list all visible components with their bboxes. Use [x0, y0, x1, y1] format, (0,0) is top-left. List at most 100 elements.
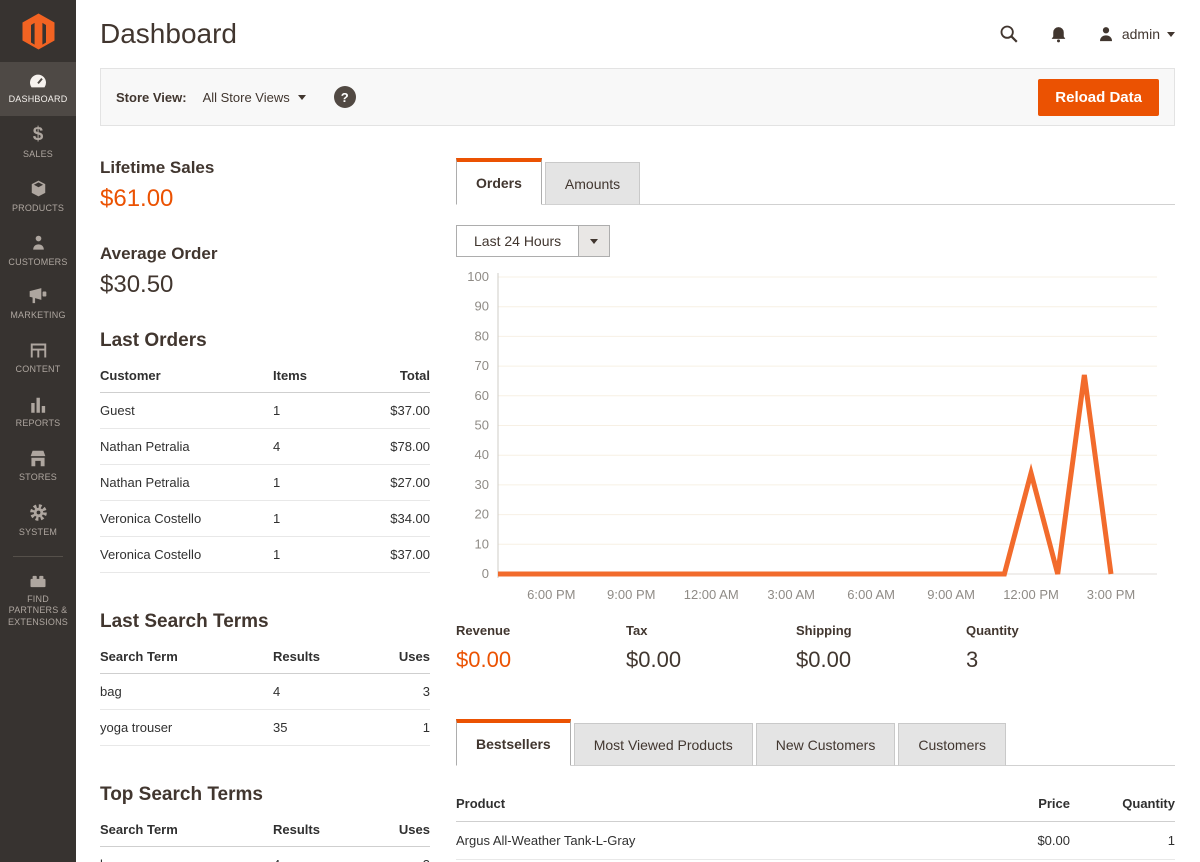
column-header: Quantity: [1070, 788, 1175, 822]
tab-bestsellers[interactable]: Bestsellers: [456, 719, 571, 766]
table-row[interactable]: Nathan Petralia 1 $27.00: [100, 464, 430, 501]
average-order-metric: Average Order $30.50: [100, 244, 430, 299]
column-header: Total: [368, 360, 430, 393]
top-search-terms-title: Top Search Terms: [100, 784, 263, 805]
svg-text:70: 70: [475, 358, 489, 373]
svg-text:9:00 PM: 9:00 PM: [607, 587, 655, 602]
sidebar-item-marketing[interactable]: MARKETING: [0, 278, 76, 332]
magento-logo[interactable]: [0, 0, 76, 62]
column-header: Customer: [100, 360, 273, 393]
right-column: Orders Amounts Last 24 Hours 0 10 20 30 40 50…: [456, 126, 1175, 862]
report-tabs: Bestsellers Most Viewed Products New Cus…: [456, 719, 1175, 766]
total-label: Shipping: [796, 623, 852, 638]
tab-new-customers[interactable]: New Customers: [755, 723, 896, 766]
svg-text:100: 100: [467, 269, 489, 284]
column-header: Uses: [368, 814, 430, 847]
totals-row: Revenue $0.00 Tax $0.00 Shipping $0.00 Q…: [456, 623, 1175, 673]
notifications-bell-icon[interactable]: [1048, 24, 1069, 45]
svg-text:90: 90: [475, 299, 489, 314]
sidebar-item-label: DASHBOARD: [8, 93, 68, 104]
gauge-icon: [30, 74, 47, 88]
search-term: bag: [100, 846, 273, 862]
account-menu[interactable]: admin: [1097, 25, 1175, 43]
sidebar-item-reports[interactable]: REPORTS: [0, 386, 76, 440]
svg-text:80: 80: [475, 328, 489, 343]
table-row[interactable]: Argus All-Weather Tank-L-Gray $0.00 1: [456, 821, 1175, 860]
table-row[interactable]: yoga trouser 35 1: [100, 709, 430, 746]
search-results: 4: [273, 673, 368, 710]
select-arrow[interactable]: [578, 226, 610, 256]
column-header: Search Term: [100, 814, 273, 847]
table-row[interactable]: Veronica Costello 1 $37.00: [100, 536, 430, 573]
column-header: Results: [273, 814, 368, 847]
total-shipping: Shipping $0.00: [796, 623, 966, 673]
tab-amounts[interactable]: Amounts: [544, 162, 641, 205]
order-items: 1: [273, 464, 368, 501]
main-area: Dashboard admin Store Vi: [76, 0, 1200, 862]
last-orders-title: Last Orders: [100, 330, 207, 351]
svg-text:3:00 PM: 3:00 PM: [1087, 587, 1135, 602]
extensions-icon: [30, 575, 46, 588]
sidebar-item-sales[interactable]: $ SALES: [0, 116, 76, 170]
search-uses: 3: [368, 673, 430, 710]
store-view-value: All Store Views: [202, 89, 290, 105]
store-view-selector[interactable]: All Store Views: [203, 90, 306, 105]
tab-most-viewed-products[interactable]: Most Viewed Products: [573, 723, 753, 766]
sidebar-item-stores[interactable]: STORES: [0, 440, 76, 494]
svg-text:50: 50: [475, 418, 489, 433]
sidebar-item-label: SYSTEM: [18, 527, 58, 538]
help-icon[interactable]: ?: [333, 86, 356, 108]
bestsellers-panel: Product Price Quantity Argus All-Weather…: [456, 788, 1175, 860]
lifetime-sales-metric: Lifetime Sales $61.00: [100, 158, 430, 213]
dashboard-content: Lifetime Sales $61.00 Average Order $30.…: [100, 126, 1175, 862]
sidebar-item-customers[interactable]: CUSTOMERS: [0, 224, 76, 278]
table-row[interactable]: bag 4 3: [100, 673, 430, 710]
tab-orders[interactable]: Orders: [456, 158, 542, 205]
search-icon[interactable]: [998, 23, 1020, 45]
magento-logo-icon: [22, 13, 54, 49]
account-name: admin: [1121, 26, 1160, 42]
reload-data-button[interactable]: Reload Data: [1038, 78, 1159, 116]
total-quantity: Quantity 3: [966, 623, 1136, 673]
table-row[interactable]: bag 4 3: [100, 846, 430, 862]
column-header: Product: [456, 788, 940, 822]
last-search-terms-table: Search Term Results Uses bag 4 3 yoga tr…: [100, 641, 430, 746]
total-label: Tax: [626, 623, 648, 638]
total-revenue: Revenue $0.00: [456, 623, 626, 673]
tab-customers[interactable]: Customers: [898, 723, 1007, 766]
order-customer: Veronica Costello: [100, 536, 273, 573]
chevron-down-icon: [297, 94, 306, 100]
table-row[interactable]: Veronica Costello 1 $34.00: [100, 500, 430, 537]
store-view-toolbar: Store View: All Store Views ? Reload Dat…: [100, 68, 1175, 126]
chevron-down-icon: [1167, 31, 1175, 37]
sidebar-item-dashboard[interactable]: DASHBOARD: [0, 62, 76, 116]
sidebar-item-products[interactable]: PRODUCTS: [0, 170, 76, 224]
search-term: yoga trouser: [100, 709, 273, 746]
svg-text:12:00 AM: 12:00 AM: [684, 587, 739, 602]
total-label: Revenue: [456, 623, 511, 638]
sidebar-divider: [13, 556, 63, 557]
product-price: $0.00: [940, 821, 1070, 860]
bestsellers-table: Product Price Quantity Argus All-Weather…: [456, 788, 1175, 860]
sidebar-item-find-partners[interactable]: FIND PARTNERS & EXTENSIONS: [0, 565, 76, 635]
table-row[interactable]: Guest 1 $37.00: [100, 392, 430, 429]
svg-text:9:00 AM: 9:00 AM: [927, 587, 975, 602]
header-actions: admin: [998, 23, 1175, 45]
sidebar: DASHBOARD $ SALES PRODUCTS CUSTOMERS MA: [0, 0, 76, 862]
order-total: $37.00: [368, 536, 430, 573]
user-avatar-icon: [1099, 27, 1112, 42]
sidebar-item-content[interactable]: CONTENT: [0, 332, 76, 386]
page-header: Dashboard admin: [100, 0, 1175, 68]
last-search-terms-title: Last Search Terms: [100, 611, 269, 632]
sidebar-item-label: FIND PARTNERS & EXTENSIONS: [7, 594, 68, 627]
sidebar-item-system[interactable]: SYSTEM: [0, 494, 76, 548]
search-term: bag: [100, 673, 273, 710]
orders-chart: 0 10 20 30 40 50 60 70 80 90 100 6:00 PM 9:00 PM 12:0…: [456, 265, 1175, 613]
svg-text:6:00 AM: 6:00 AM: [847, 587, 895, 602]
time-range-select[interactable]: Last 24 Hours: [456, 225, 611, 257]
total-tax: Tax $0.00: [626, 623, 796, 673]
svg-text:30: 30: [475, 477, 489, 492]
search-uses: 3: [368, 846, 430, 862]
total-value: $0.00: [796, 647, 852, 672]
table-row[interactable]: Nathan Petralia 4 $78.00: [100, 428, 430, 465]
